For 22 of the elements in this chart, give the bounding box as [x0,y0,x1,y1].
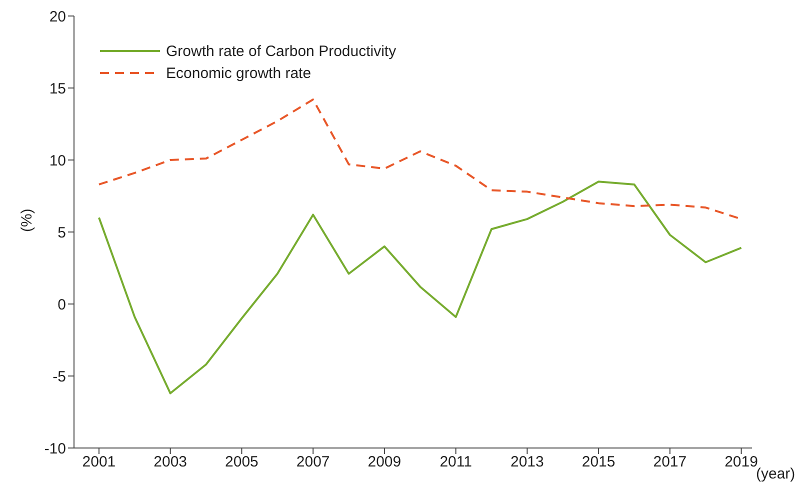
x-tick-label: 2013 [510,454,544,471]
y-tick-label: -10 [44,440,66,458]
y-tick-label: 10 [49,152,66,170]
x-tick-label: 2007 [296,454,330,471]
x-tick-label: 2011 [440,454,472,471]
legend-label: Growth rate of Carbon Productivity [166,42,396,60]
x-tick-label: 2001 [82,454,116,471]
line-series [98,180,742,394]
y-tick-label: -5 [52,368,66,386]
x-tick-label: 2003 [154,454,188,471]
x-tick-label: 2017 [653,454,687,471]
y-tick-label: 20 [49,8,66,26]
x-tick-label: 2009 [368,454,402,471]
legend-label: Economic growth rate [166,64,312,82]
y-tick-label: 0 [58,296,66,314]
x-axis-title: (year) [756,465,796,482]
y-tick-label: 15 [49,80,66,98]
x-tick-label: 2005 [225,454,258,471]
y-tick-label: 5 [58,224,66,242]
x-tick-label: 2019 [724,454,758,471]
y-axis-title: (%) [18,208,36,232]
x-tick-label: 2015 [582,454,616,471]
